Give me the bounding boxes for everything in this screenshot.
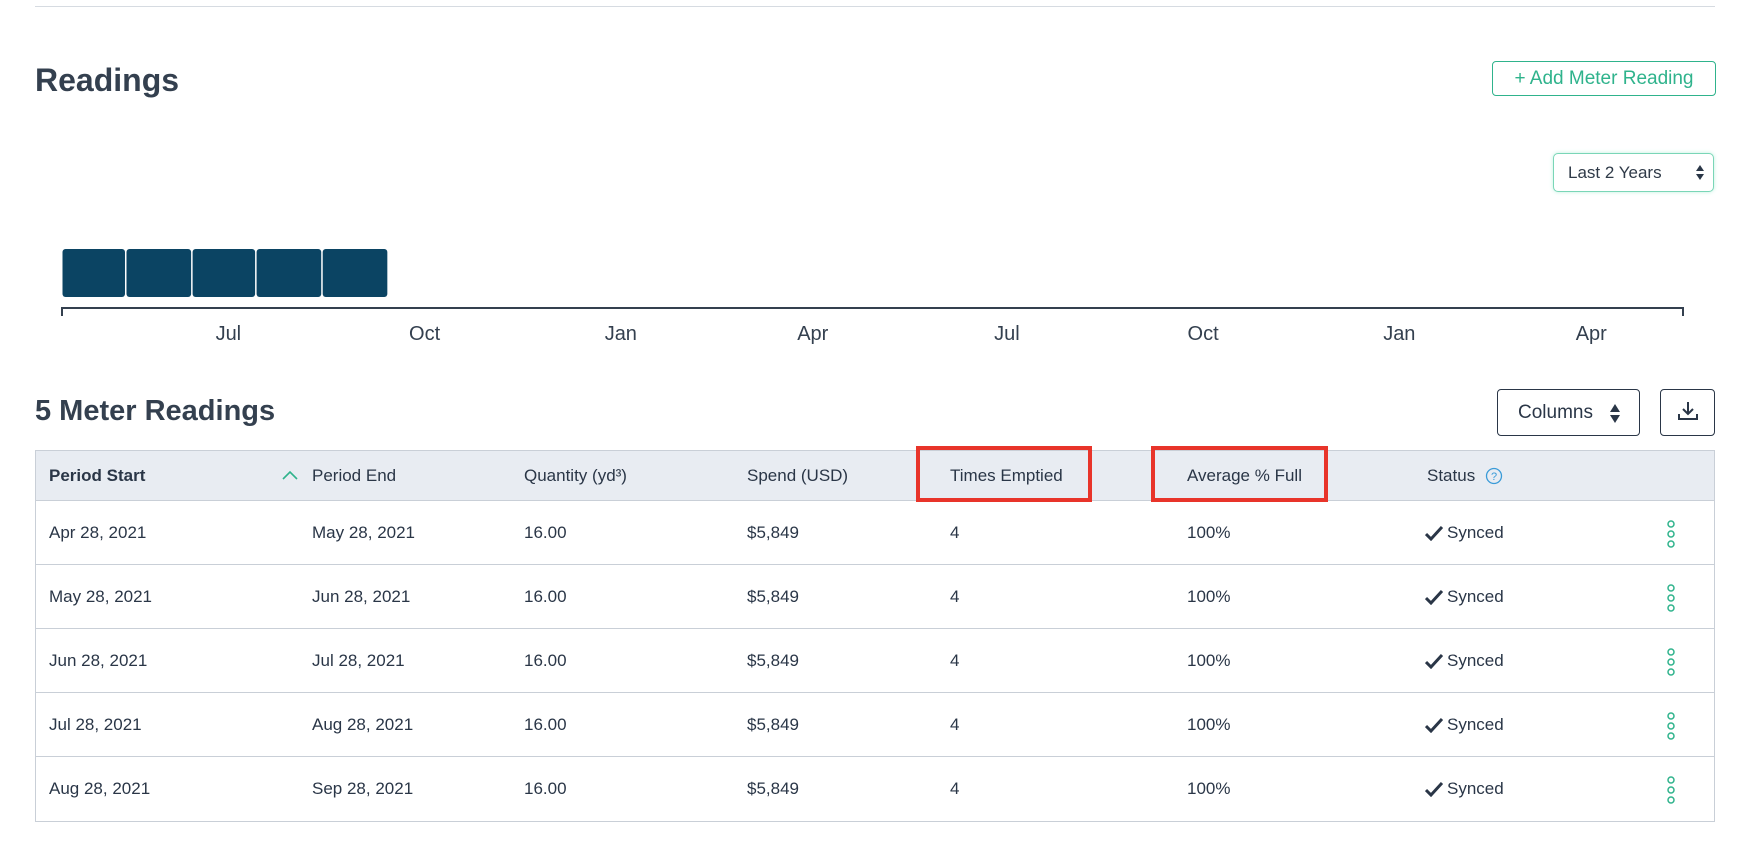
cell-spend: $5,849 <box>747 714 799 734</box>
cell-spend: $5,849 <box>747 522 799 542</box>
header-times-emptied[interactable]: Times Emptied <box>950 465 1063 485</box>
header-spend[interactable]: Spend (USD) <box>747 465 849 485</box>
cell-status: Synced <box>1425 629 1504 692</box>
table-row[interactable]: May 28, 2021 Jun 28, 2021 16.00 $5,849 4 100%… <box>36 565 1714 629</box>
chart-x-tick-label: Apr <box>1576 323 1607 345</box>
cell-average-full: 100% <box>1187 650 1231 670</box>
checkmark-icon <box>1425 717 1443 733</box>
columns-button[interactable]: Columns <box>1497 389 1640 436</box>
header-average-full[interactable]: Average % Full <box>1187 465 1302 485</box>
status-text: Synced <box>1447 522 1504 542</box>
date-range-value: Last 2 Years <box>1568 162 1662 182</box>
cell-average-full: 100% <box>1187 586 1231 606</box>
table-row[interactable]: Apr 28, 2021 May 28, 2021 16.00 $5,849 4 100%… <box>36 501 1714 565</box>
cell-quantity: 16.00 <box>524 522 567 542</box>
table-row[interactable]: Jul 28, 2021 Aug 28, 2021 16.00 $5,849 4 100%… <box>36 693 1714 757</box>
chart-bar[interactable] <box>126 249 192 297</box>
chart-bar[interactable] <box>256 249 322 297</box>
add-meter-reading-button[interactable]: + Add Meter Reading <box>1492 61 1716 96</box>
cell-period-end: Jun 28, 2021 <box>312 586 411 606</box>
sort-ascending-icon[interactable] <box>282 468 298 487</box>
svg-text:?: ? <box>1491 471 1497 483</box>
cell-period-end: Sep 28, 2021 <box>312 779 414 798</box>
download-icon <box>1677 400 1699 425</box>
checkmark-icon <box>1425 589 1443 605</box>
checkmark-icon <box>1425 653 1443 669</box>
cell-average-full: 100% <box>1187 522 1231 542</box>
cell-period-end: Aug 28, 2021 <box>312 714 414 734</box>
cell-period-start: Jun 28, 2021 <box>49 650 148 670</box>
row-actions-kebab-icon[interactable] <box>1666 584 1676 612</box>
chart-x-tick-label: Oct <box>409 323 441 345</box>
highlight-average-full <box>1151 446 1328 502</box>
cell-status: Synced <box>1425 693 1504 756</box>
cell-times-emptied: 4 <box>950 650 960 670</box>
checkmark-icon <box>1425 781 1443 797</box>
top-divider <box>35 6 1715 7</box>
cell-times-emptied: 4 <box>950 586 960 606</box>
chart-x-tick-label: Jan <box>605 323 637 345</box>
page-title: Readings <box>35 62 180 98</box>
status-text: Synced <box>1447 586 1504 606</box>
cell-spend: $5,849 <box>747 586 799 606</box>
cell-period-end: May 28, 2021 <box>312 522 416 542</box>
header-status[interactable]: Status ? <box>1427 451 1503 500</box>
row-actions-kebab-icon[interactable] <box>1666 648 1676 676</box>
cell-period-start: May 28, 2021 <box>49 586 153 606</box>
row-actions-kebab-icon[interactable] <box>1666 712 1676 740</box>
readings-table: Period Start Period End Quantity (yd³) S… <box>35 450 1715 822</box>
chart-x-tick-label: Jan <box>1383 323 1415 345</box>
table-title: 5 Meter Readings <box>35 395 276 427</box>
cell-quantity: 16.00 <box>524 714 567 734</box>
checkmark-icon <box>1425 525 1443 541</box>
cell-period-end: Jul 28, 2021 <box>312 650 405 670</box>
row-actions-kebab-icon[interactable] <box>1666 520 1676 548</box>
header-quantity[interactable]: Quantity (yd³) <box>524 465 627 485</box>
chart-bar[interactable] <box>322 249 388 297</box>
cell-spend: $5,849 <box>747 779 799 798</box>
table-row[interactable]: Jun 28, 2021 Jul 28, 2021 16.00 $5,849 4 100%… <box>36 629 1714 693</box>
columns-arrows-icon <box>1609 403 1621 425</box>
cell-period-start: Aug 28, 2021 <box>49 779 151 798</box>
select-arrows-icon <box>1695 164 1705 182</box>
help-icon[interactable]: ? <box>1485 467 1503 485</box>
chart-x-tick-label: Jul <box>994 323 1020 345</box>
cell-status: Synced <box>1425 565 1504 628</box>
cell-status: Synced <box>1425 501 1504 564</box>
table-header-row: Period Start Period End Quantity (yd³) S… <box>36 451 1714 501</box>
status-text: Synced <box>1447 650 1504 670</box>
cell-average-full: 100% <box>1187 714 1231 734</box>
cell-average-full: 100% <box>1187 779 1231 798</box>
readings-chart: Jul Oct Jan Apr Jul Oct Jan Apr <box>61 249 1684 345</box>
highlight-times-emptied <box>916 446 1092 502</box>
cell-spend: $5,849 <box>747 650 799 670</box>
table-body: Apr 28, 2021 May 28, 2021 16.00 $5,849 4 100%… <box>36 501 1714 821</box>
chart-x-tick-label: Jul <box>216 323 242 345</box>
date-range-select[interactable]: Last 2 Years <box>1553 153 1714 192</box>
header-status-label: Status <box>1427 465 1476 485</box>
chart-bar[interactable] <box>62 249 125 297</box>
cell-period-start: Apr 28, 2021 <box>49 522 147 542</box>
row-actions-kebab-icon[interactable] <box>1666 776 1676 804</box>
chart-x-axis <box>61 307 1684 316</box>
columns-label: Columns <box>1518 401 1593 423</box>
chart-x-tick-label: Apr <box>797 323 828 345</box>
download-button[interactable] <box>1660 389 1715 436</box>
header-period-start[interactable]: Period Start <box>49 465 146 485</box>
cell-times-emptied: 4 <box>950 779 960 798</box>
chart-bar[interactable] <box>192 249 256 297</box>
cell-times-emptied: 4 <box>950 522 960 542</box>
table-row[interactable]: Aug 28, 2021 Sep 28, 2021 16.00 $5,849 4 100%… <box>36 757 1714 821</box>
cell-times-emptied: 4 <box>950 714 960 734</box>
cell-quantity: 16.00 <box>524 650 567 670</box>
cell-quantity: 16.00 <box>524 586 567 606</box>
chart-x-tick-label: Oct <box>1188 323 1220 345</box>
cell-quantity: 16.00 <box>524 779 567 798</box>
status-text: Synced <box>1447 779 1504 798</box>
cell-period-start: Jul 28, 2021 <box>49 714 142 734</box>
header-period-end[interactable]: Period End <box>312 465 397 485</box>
cell-status: Synced <box>1425 757 1504 821</box>
status-text: Synced <box>1447 714 1504 734</box>
